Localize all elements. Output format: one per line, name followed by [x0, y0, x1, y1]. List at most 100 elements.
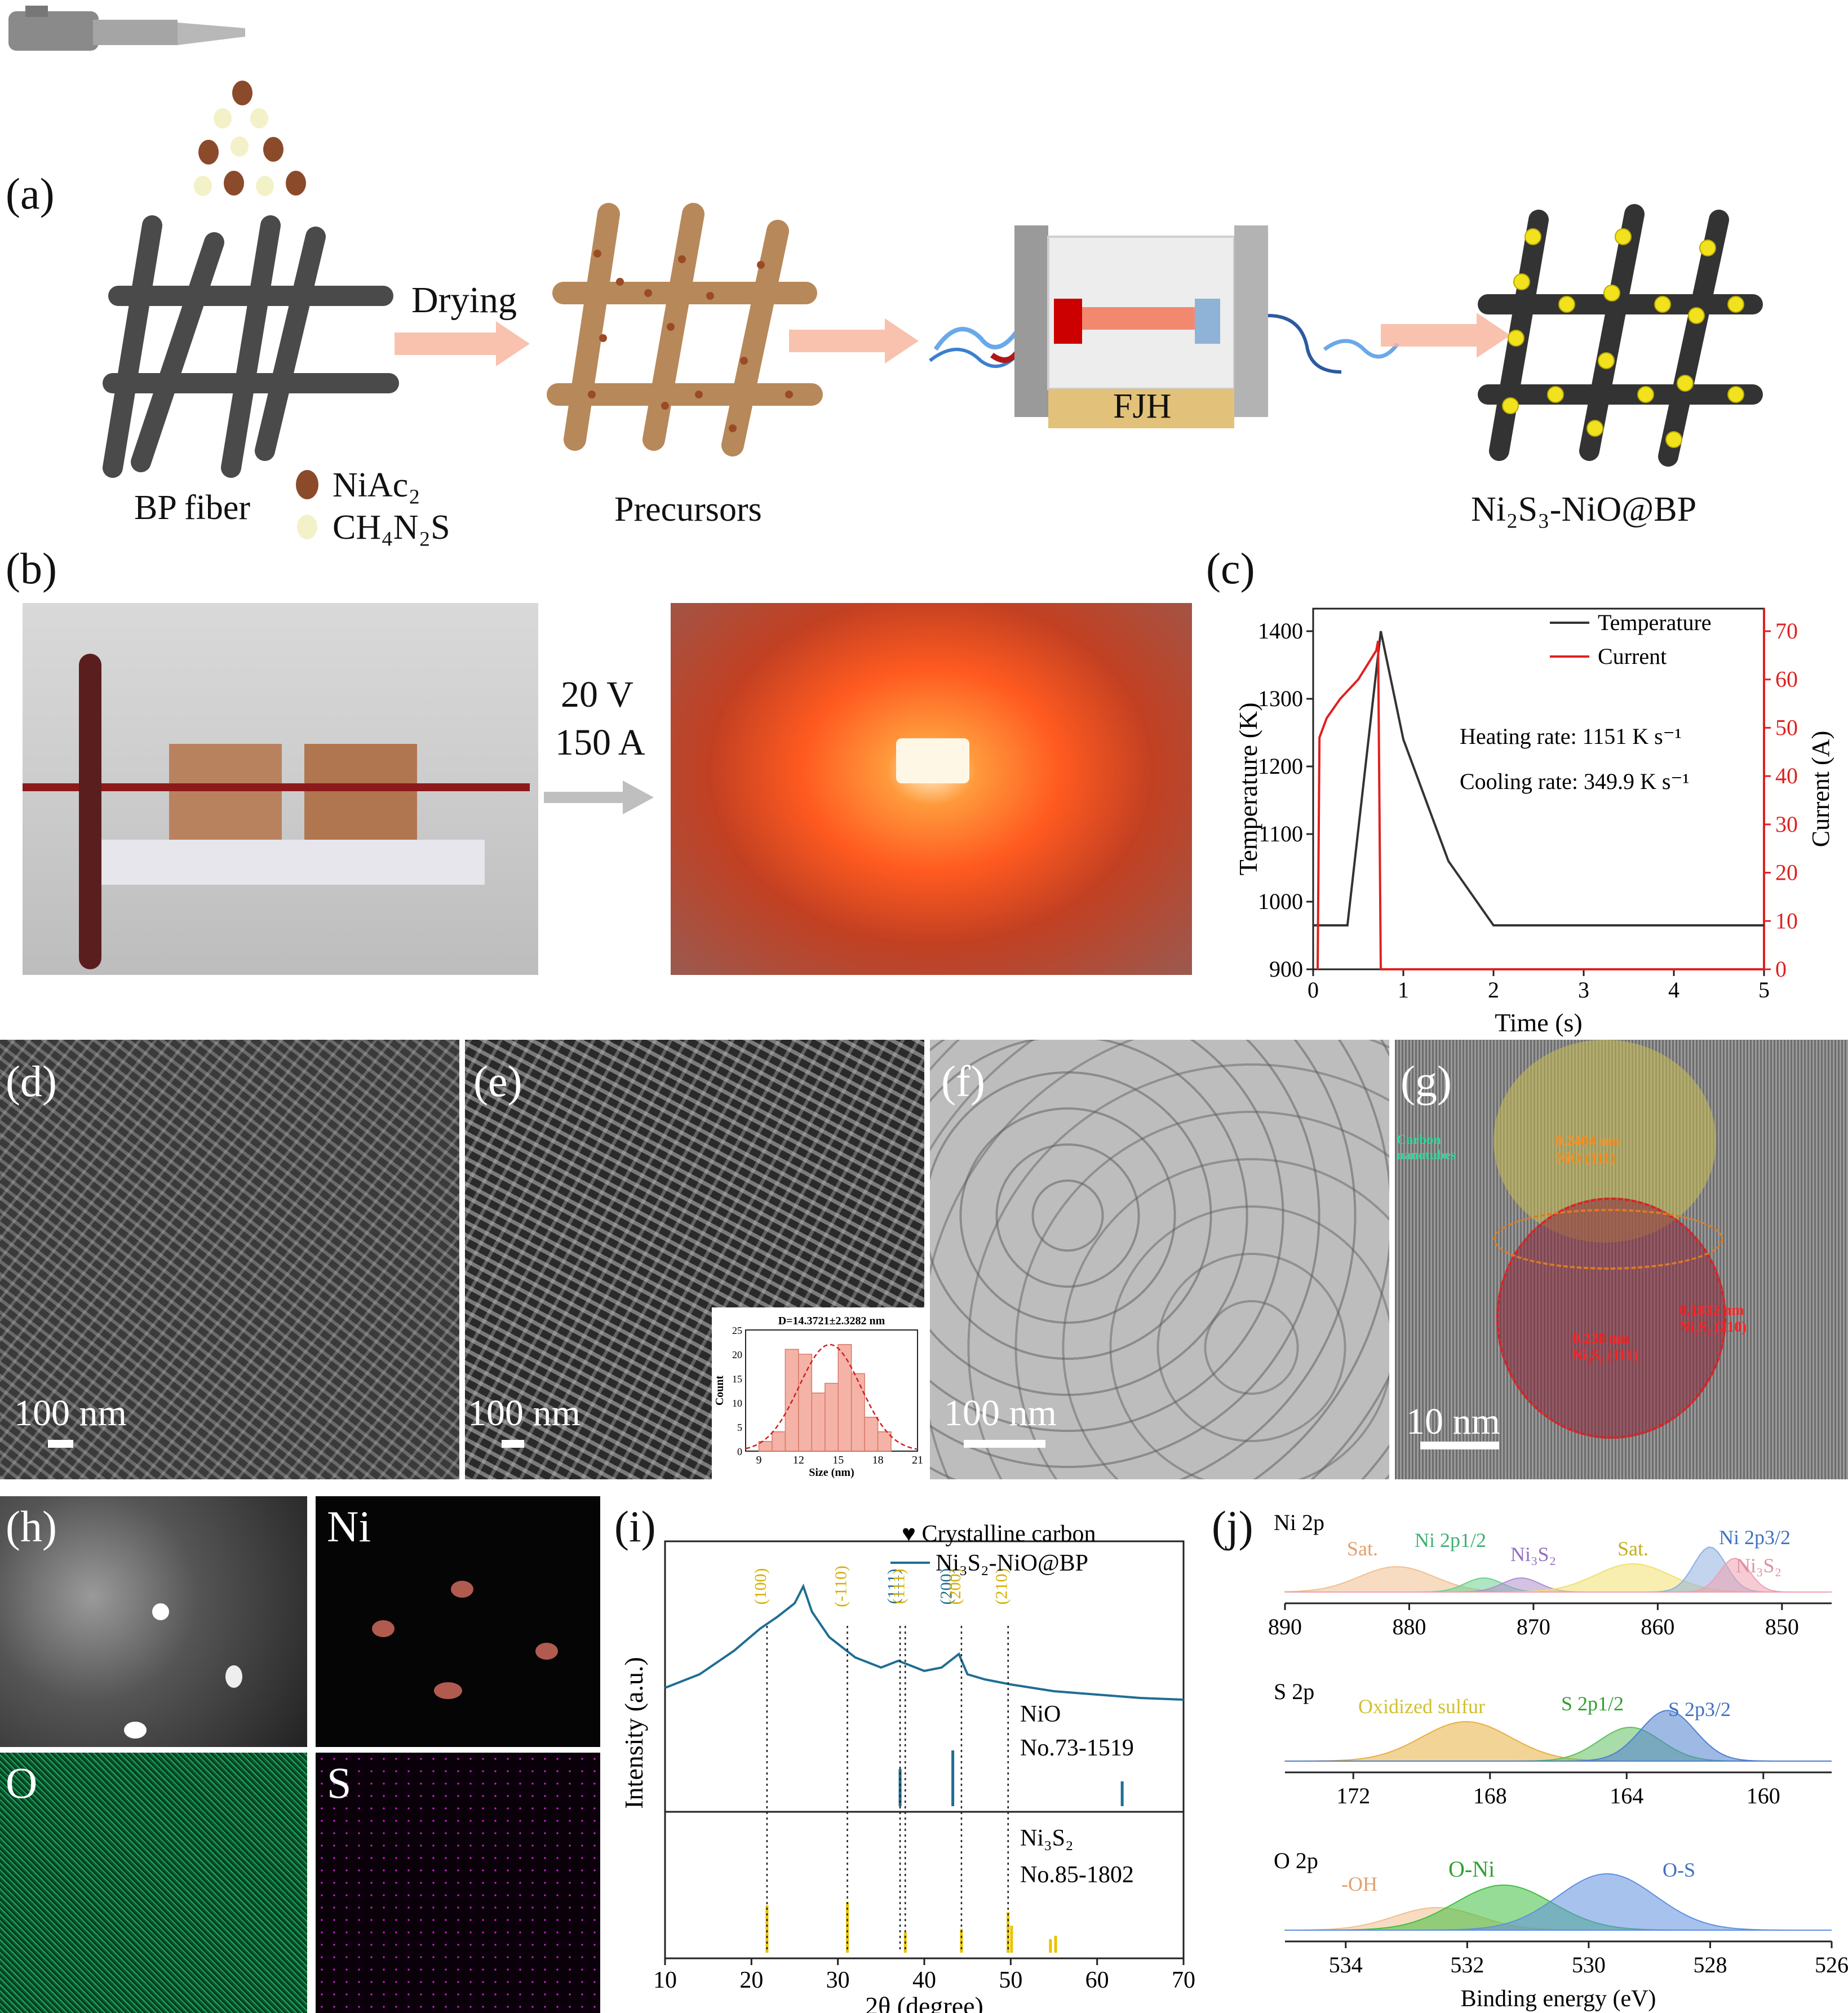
- hist-bar: [877, 1431, 892, 1452]
- precursors-icon: [547, 203, 823, 456]
- y2-tick-label: 30: [1775, 812, 1798, 837]
- s2p-peak-label: S 2p3/2: [1668, 1698, 1731, 1721]
- device-photo-off: [23, 603, 538, 975]
- bp-fiber-label: BP fiber: [134, 489, 251, 527]
- legend-current: Current: [1598, 644, 1667, 669]
- o2p-x-tick-label: 528: [1693, 1952, 1727, 1977]
- thiourea-legend: CH₄N₂S: [333, 508, 450, 547]
- sem-image-e: [465, 1040, 924, 1479]
- x-axis-label: Time (s): [1495, 1008, 1583, 1037]
- peak-label: (100): [751, 1568, 770, 1605]
- product-label: Ni₂S₃-NiO@BP: [1471, 490, 1697, 529]
- hist-bar: [850, 1373, 865, 1452]
- panel-c-label: (c): [1206, 544, 1255, 593]
- xrd-x-tick-label: 60: [1085, 1967, 1109, 1993]
- xrd-pattern: [664, 1583, 1184, 1701]
- xrd-x-axis-label: 2θ (degree): [865, 1992, 983, 2013]
- o2p-title: O 2p: [1274, 1848, 1318, 1873]
- ni3s2-ref-number: No.85-1802: [1020, 1862, 1134, 1888]
- ni3s2-210-label: 0.1832 nm Ni₃S₂ (210): [1679, 1302, 1747, 1335]
- voltage-label: 20 V: [561, 674, 633, 715]
- s2p-x-tick-label: 172: [1336, 1783, 1370, 1808]
- series-line-current: [1317, 640, 1764, 970]
- ni2p-x-tick-label: 860: [1641, 1614, 1674, 1639]
- hist-y-tick: 15: [732, 1373, 742, 1385]
- hist-bar: [837, 1344, 852, 1452]
- ni2p-x-tick-label: 870: [1517, 1614, 1550, 1639]
- y-tick-label: 1400: [1258, 618, 1303, 644]
- legend-sample: Ni₃S₂-NiO@BP: [936, 1550, 1088, 1576]
- bp-fiber-icon: [103, 215, 399, 478]
- s-map: [316, 1753, 600, 2013]
- legend-temperature: Temperature: [1598, 610, 1712, 635]
- o2p-peak-label: O-Ni: [1448, 1856, 1495, 1882]
- device-photo-on: [671, 603, 1192, 975]
- hist-x-tick: 9: [756, 1454, 761, 1466]
- x-tick-label: 4: [1668, 977, 1679, 1003]
- ni3s2-111-label: 0.238 nm Ni₃S₂ (111): [1572, 1330, 1638, 1363]
- scale-text-g: 10 nm: [1406, 1401, 1500, 1442]
- scale-text-f: 100 nm: [944, 1393, 1057, 1434]
- scale-text-d: 100 nm: [14, 1393, 127, 1434]
- droplets-icon: [194, 81, 306, 196]
- hist-y-tick: 0: [737, 1446, 742, 1457]
- precursors-label: Precursors: [614, 490, 762, 529]
- ni2p-peak-label: Sat.: [1347, 1537, 1378, 1560]
- o2p-x-tick-label: 526: [1815, 1952, 1848, 1977]
- y-tick-label: 1300: [1258, 686, 1303, 711]
- hist-bar: [825, 1382, 839, 1452]
- hist-x-label: Size (nm): [809, 1466, 854, 1479]
- y2-tick-label: 60: [1775, 667, 1798, 692]
- haadf-image: [0, 1496, 307, 1747]
- nio-ref-label: NiO: [1020, 1701, 1061, 1727]
- fjh-label: FJH: [1113, 387, 1172, 425]
- ni2p-peak: [1285, 1558, 1832, 1593]
- ni2p-peak-label: Ni 2p3/2: [1719, 1526, 1791, 1549]
- s2p-x-tick-label: 168: [1473, 1783, 1507, 1808]
- ni2p-peak-label: Ni₃S₂: [1736, 1554, 1781, 1577]
- hist-y-label: Count: [714, 1375, 726, 1405]
- xrd-x-tick-label: 50: [999, 1967, 1022, 1993]
- ni2p-peak-label: Sat.: [1617, 1537, 1648, 1560]
- drying-label: Drying: [411, 280, 517, 321]
- x-tick-label: 3: [1578, 977, 1589, 1003]
- carbon-nanotube-label: Carbon nanotubes: [1397, 1133, 1456, 1163]
- o-map: [0, 1753, 307, 2013]
- peak-label: (200): [937, 1568, 956, 1605]
- y2-axis-label: Current (A): [1807, 731, 1834, 848]
- panel-d-label: (d): [6, 1057, 57, 1106]
- y2-tick-label: 20: [1775, 860, 1798, 885]
- hist-bar: [772, 1431, 786, 1452]
- s2p-x-tick-label: 164: [1610, 1783, 1643, 1808]
- cooling-rate-note: Cooling rate: 349.9 K s⁻¹: [1460, 769, 1690, 794]
- y-tick-label: 1000: [1258, 889, 1303, 914]
- y-tick-label: 1200: [1258, 753, 1303, 779]
- size-histogram: 9 12 15 18 21 0 5 10 15 20 25 D=14.3721±2.3282 nm Si…: [712, 1307, 926, 1479]
- hist-x-tick: 12: [793, 1454, 804, 1466]
- xrd-x-tick-label: 40: [912, 1967, 936, 1993]
- xrd-x-tick-label: 70: [1172, 1967, 1195, 1993]
- fjh-device-icon: [929, 225, 1399, 428]
- hist-x-tick: 21: [912, 1454, 923, 1466]
- hist-bar: [864, 1417, 879, 1452]
- arrow-icon: [1381, 313, 1510, 358]
- s2p-peak: [1284, 1721, 1832, 1762]
- ni2p-peak-label: Ni₃S₂: [1510, 1543, 1556, 1566]
- peak-label: (200): [946, 1568, 964, 1605]
- ni2p-x-tick-label: 850: [1765, 1614, 1799, 1639]
- xrd-y-axis-label: Intensity (a.u.): [619, 1657, 648, 1809]
- ni3s2-ref-label: Ni₃S₂: [1020, 1825, 1074, 1851]
- y-axis-label: Temperature (K): [1234, 702, 1262, 875]
- o2p-peak-label: O-S: [1663, 1859, 1695, 1881]
- y2-tick-label: 70: [1775, 618, 1798, 644]
- pipette-icon: [8, 6, 245, 51]
- panel-a-schematic: [8, 6, 1763, 539]
- hrtem-image-g: [1395, 1040, 1848, 1479]
- y2-tick-label: 10: [1775, 908, 1798, 933]
- x-tick-label: 1: [1398, 977, 1409, 1003]
- hist-bar: [798, 1354, 813, 1452]
- scale-bar-f: [964, 1440, 1045, 1448]
- x-tick-label: 5: [1758, 977, 1770, 1003]
- hist-title: D=14.3721±2.3282 nm: [778, 1315, 885, 1327]
- sem-image-d: [0, 1040, 459, 1479]
